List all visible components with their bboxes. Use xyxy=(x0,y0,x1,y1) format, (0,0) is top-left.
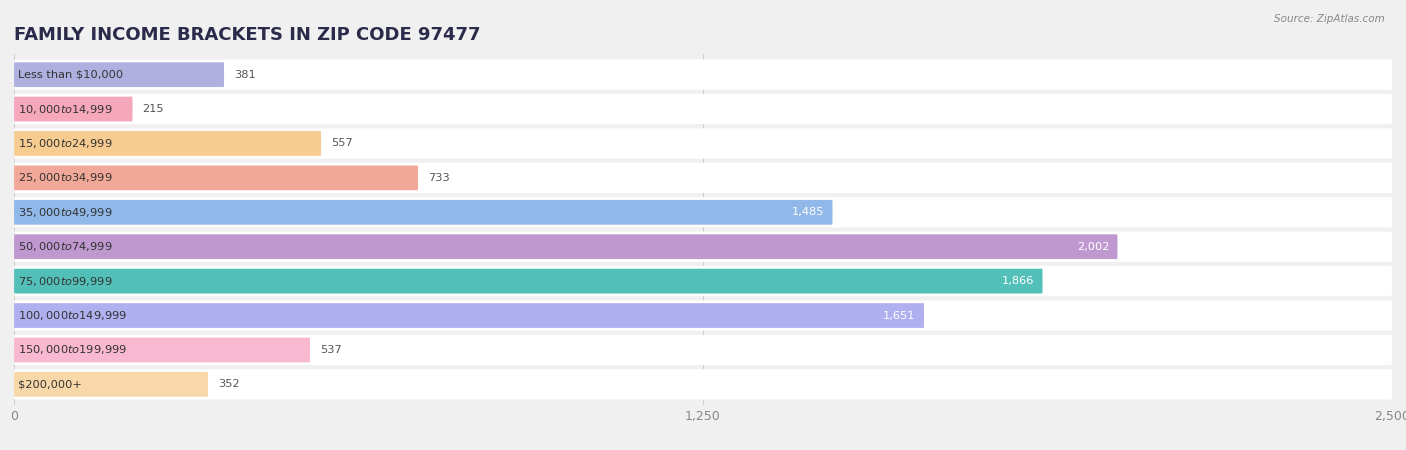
Text: Source: ZipAtlas.com: Source: ZipAtlas.com xyxy=(1274,14,1385,23)
FancyBboxPatch shape xyxy=(14,338,311,362)
Text: 215: 215 xyxy=(142,104,165,114)
Text: 352: 352 xyxy=(218,379,239,389)
Text: 733: 733 xyxy=(427,173,450,183)
Text: 557: 557 xyxy=(330,139,353,148)
FancyBboxPatch shape xyxy=(14,131,321,156)
FancyBboxPatch shape xyxy=(14,94,1392,124)
Text: $15,000 to $24,999: $15,000 to $24,999 xyxy=(18,137,112,150)
FancyBboxPatch shape xyxy=(14,59,1392,90)
Text: 1,485: 1,485 xyxy=(792,207,824,217)
FancyBboxPatch shape xyxy=(14,335,1392,365)
FancyBboxPatch shape xyxy=(14,232,1392,262)
FancyBboxPatch shape xyxy=(14,166,418,190)
Text: Less than $10,000: Less than $10,000 xyxy=(18,70,124,80)
FancyBboxPatch shape xyxy=(14,301,1392,331)
Text: $150,000 to $199,999: $150,000 to $199,999 xyxy=(18,343,128,356)
Text: 1,866: 1,866 xyxy=(1002,276,1035,286)
FancyBboxPatch shape xyxy=(14,234,1118,259)
FancyBboxPatch shape xyxy=(14,269,1042,293)
Text: 2,002: 2,002 xyxy=(1077,242,1109,252)
FancyBboxPatch shape xyxy=(14,266,1392,296)
Text: 537: 537 xyxy=(321,345,342,355)
FancyBboxPatch shape xyxy=(14,372,208,397)
FancyBboxPatch shape xyxy=(14,200,832,225)
FancyBboxPatch shape xyxy=(14,197,1392,227)
Text: $100,000 to $149,999: $100,000 to $149,999 xyxy=(18,309,128,322)
Text: $50,000 to $74,999: $50,000 to $74,999 xyxy=(18,240,112,253)
FancyBboxPatch shape xyxy=(14,62,224,87)
Text: $75,000 to $99,999: $75,000 to $99,999 xyxy=(18,274,112,288)
FancyBboxPatch shape xyxy=(14,128,1392,158)
Text: $200,000+: $200,000+ xyxy=(18,379,82,389)
FancyBboxPatch shape xyxy=(14,163,1392,193)
FancyBboxPatch shape xyxy=(14,97,132,122)
Text: $25,000 to $34,999: $25,000 to $34,999 xyxy=(18,171,112,184)
FancyBboxPatch shape xyxy=(14,369,1392,400)
Text: FAMILY INCOME BRACKETS IN ZIP CODE 97477: FAMILY INCOME BRACKETS IN ZIP CODE 97477 xyxy=(14,26,481,44)
FancyBboxPatch shape xyxy=(14,303,924,328)
Text: $35,000 to $49,999: $35,000 to $49,999 xyxy=(18,206,112,219)
Text: 381: 381 xyxy=(233,70,256,80)
Text: 1,651: 1,651 xyxy=(883,310,915,320)
Text: $10,000 to $14,999: $10,000 to $14,999 xyxy=(18,103,112,116)
